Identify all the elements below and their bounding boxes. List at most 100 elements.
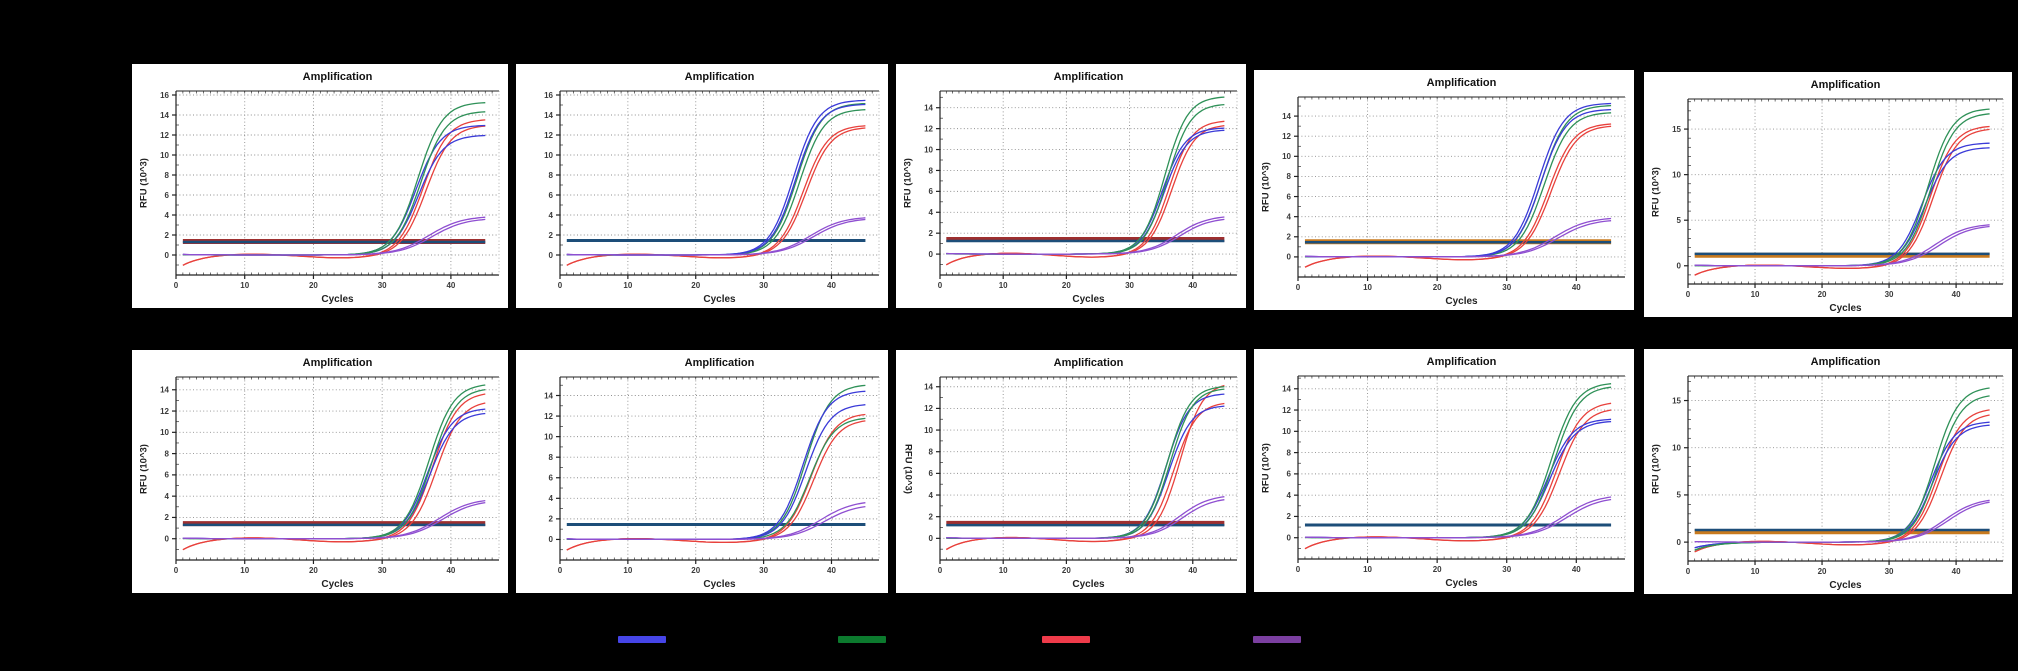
svg-text:0: 0 [558, 281, 563, 290]
blue-series-dash-icon [618, 636, 666, 643]
svg-text:15: 15 [1672, 125, 1681, 134]
svg-text:14: 14 [160, 386, 169, 395]
amplification-plot: 0 2 4 6 8 10 12 14 16 0 10 20 30 40 [544, 90, 880, 290]
svg-text:0: 0 [1296, 565, 1301, 574]
svg-text:12: 12 [160, 407, 169, 416]
svg-text:14: 14 [924, 104, 933, 113]
svg-text:16: 16 [544, 91, 553, 100]
svg-text:30: 30 [1885, 290, 1894, 299]
x-axis-label: Cycles [703, 579, 736, 590]
svg-text:0: 0 [929, 250, 934, 259]
svg-text:10: 10 [1751, 567, 1760, 576]
svg-text:0: 0 [1677, 538, 1682, 547]
x-axis-label: Cycles [1072, 579, 1105, 590]
svg-text:10: 10 [924, 426, 933, 435]
svg-text:4: 4 [549, 494, 554, 503]
svg-text:10: 10 [1672, 170, 1681, 179]
svg-text:20: 20 [309, 281, 318, 290]
amplification-plot: 0 2 4 6 8 10 12 14 0 10 20 30 40 [544, 376, 880, 575]
panel-title: Amplification [1426, 356, 1497, 368]
svg-text:12: 12 [924, 404, 933, 413]
svg-text:20: 20 [691, 566, 700, 575]
svg-text:8: 8 [165, 449, 170, 458]
svg-text:6: 6 [1287, 192, 1292, 201]
svg-text:0: 0 [938, 281, 943, 290]
svg-text:10: 10 [544, 432, 553, 441]
svg-text:4: 4 [929, 491, 934, 500]
svg-text:12: 12 [544, 412, 553, 421]
svg-text:30: 30 [1885, 567, 1894, 576]
svg-text:40: 40 [1952, 290, 1961, 299]
svg-text:30: 30 [378, 566, 387, 575]
svg-text:0: 0 [1677, 262, 1682, 271]
svg-text:10: 10 [1282, 427, 1291, 436]
svg-text:12: 12 [1282, 406, 1291, 415]
svg-text:14: 14 [544, 391, 553, 400]
svg-text:30: 30 [1125, 281, 1134, 290]
amplification-plot: 0 2 4 6 8 10 12 14 16 0 10 20 30 40 [160, 90, 500, 290]
amplification-plot: 0 2 4 6 8 10 12 14 0 10 20 30 40 [1282, 375, 1626, 574]
svg-text:10: 10 [1363, 283, 1372, 292]
svg-text:2: 2 [1287, 512, 1292, 521]
svg-text:10: 10 [160, 428, 169, 437]
x-axis-label: Cycles [1829, 580, 1862, 591]
svg-text:40: 40 [1188, 566, 1197, 575]
svg-text:2: 2 [1287, 233, 1292, 242]
panel-title: Amplification [1810, 356, 1881, 368]
svg-text:40: 40 [827, 281, 836, 290]
svg-text:8: 8 [929, 166, 934, 175]
svg-text:30: 30 [759, 566, 768, 575]
panel-title: Amplification [302, 357, 373, 369]
svg-text:40: 40 [1572, 283, 1581, 292]
svg-text:20: 20 [1062, 566, 1071, 575]
svg-text:6: 6 [929, 469, 934, 478]
panel-title: Amplification [684, 71, 755, 83]
svg-text:12: 12 [1282, 132, 1291, 141]
amplification-panel-r2c4: Amplification RFU (10^3) 0 2 4 6 8 10 12 14 0 10 2… [1254, 349, 1634, 592]
svg-text:10: 10 [1751, 290, 1760, 299]
svg-text:20: 20 [1062, 281, 1071, 290]
svg-text:12: 12 [544, 131, 553, 140]
amplification-plot: 0 2 4 6 8 10 12 14 0 10 20 30 40 [924, 376, 1238, 575]
svg-text:40: 40 [827, 566, 836, 575]
amplification-panel-r1c2: Amplification 0 2 4 6 8 10 12 14 16 0 10 20 30 40 Cyc… [516, 64, 888, 308]
svg-text:6: 6 [1287, 470, 1292, 479]
amplification-panel-r2c5: Amplification RFU (10^3) 0 5 10 15 0 10 20 30 40… [1644, 349, 2012, 594]
amplification-plot: 0 2 4 6 8 10 12 14 0 10 20 30 40 [1282, 96, 1626, 292]
svg-text:6: 6 [549, 474, 554, 483]
svg-text:10: 10 [160, 151, 169, 160]
svg-text:30: 30 [1502, 283, 1511, 292]
svg-text:30: 30 [1125, 566, 1134, 575]
red-series-dash-icon [1042, 636, 1090, 643]
svg-text:40: 40 [446, 566, 455, 575]
amplification-plot: 0 2 4 6 8 10 12 14 0 10 20 30 40 [160, 376, 500, 575]
x-axis-label: Cycles [321, 294, 354, 305]
x-axis-label: Cycles [1445, 296, 1478, 307]
svg-text:14: 14 [544, 111, 553, 120]
svg-text:2: 2 [929, 512, 934, 521]
svg-text:10: 10 [623, 281, 632, 290]
svg-text:40: 40 [1952, 567, 1961, 576]
svg-text:6: 6 [929, 187, 934, 196]
amplification-panel-r2c3: Amplification RFU (10^3) 0 2 4 6 8 10 12 14 0 10 2… [896, 350, 1246, 593]
svg-text:20: 20 [1433, 283, 1442, 292]
svg-text:40: 40 [1572, 565, 1581, 574]
svg-text:10: 10 [1282, 152, 1291, 161]
panel-title: Amplification [684, 357, 755, 369]
svg-text:10: 10 [924, 145, 933, 154]
x-axis-label: Cycles [703, 294, 736, 305]
svg-text:40: 40 [1188, 281, 1197, 290]
svg-text:10: 10 [240, 566, 249, 575]
svg-text:8: 8 [1287, 448, 1292, 457]
svg-text:8: 8 [1287, 172, 1292, 181]
svg-text:0: 0 [165, 535, 170, 544]
svg-text:4: 4 [929, 208, 934, 217]
svg-text:4: 4 [165, 492, 170, 501]
svg-text:2: 2 [929, 229, 934, 238]
amplification-plot: 0 2 4 6 8 10 12 14 0 10 20 30 40 [924, 90, 1238, 290]
svg-text:40: 40 [446, 281, 455, 290]
svg-text:4: 4 [549, 211, 554, 220]
svg-text:8: 8 [165, 171, 170, 180]
purple-series-dash-icon [1253, 636, 1301, 643]
svg-text:20: 20 [309, 566, 318, 575]
